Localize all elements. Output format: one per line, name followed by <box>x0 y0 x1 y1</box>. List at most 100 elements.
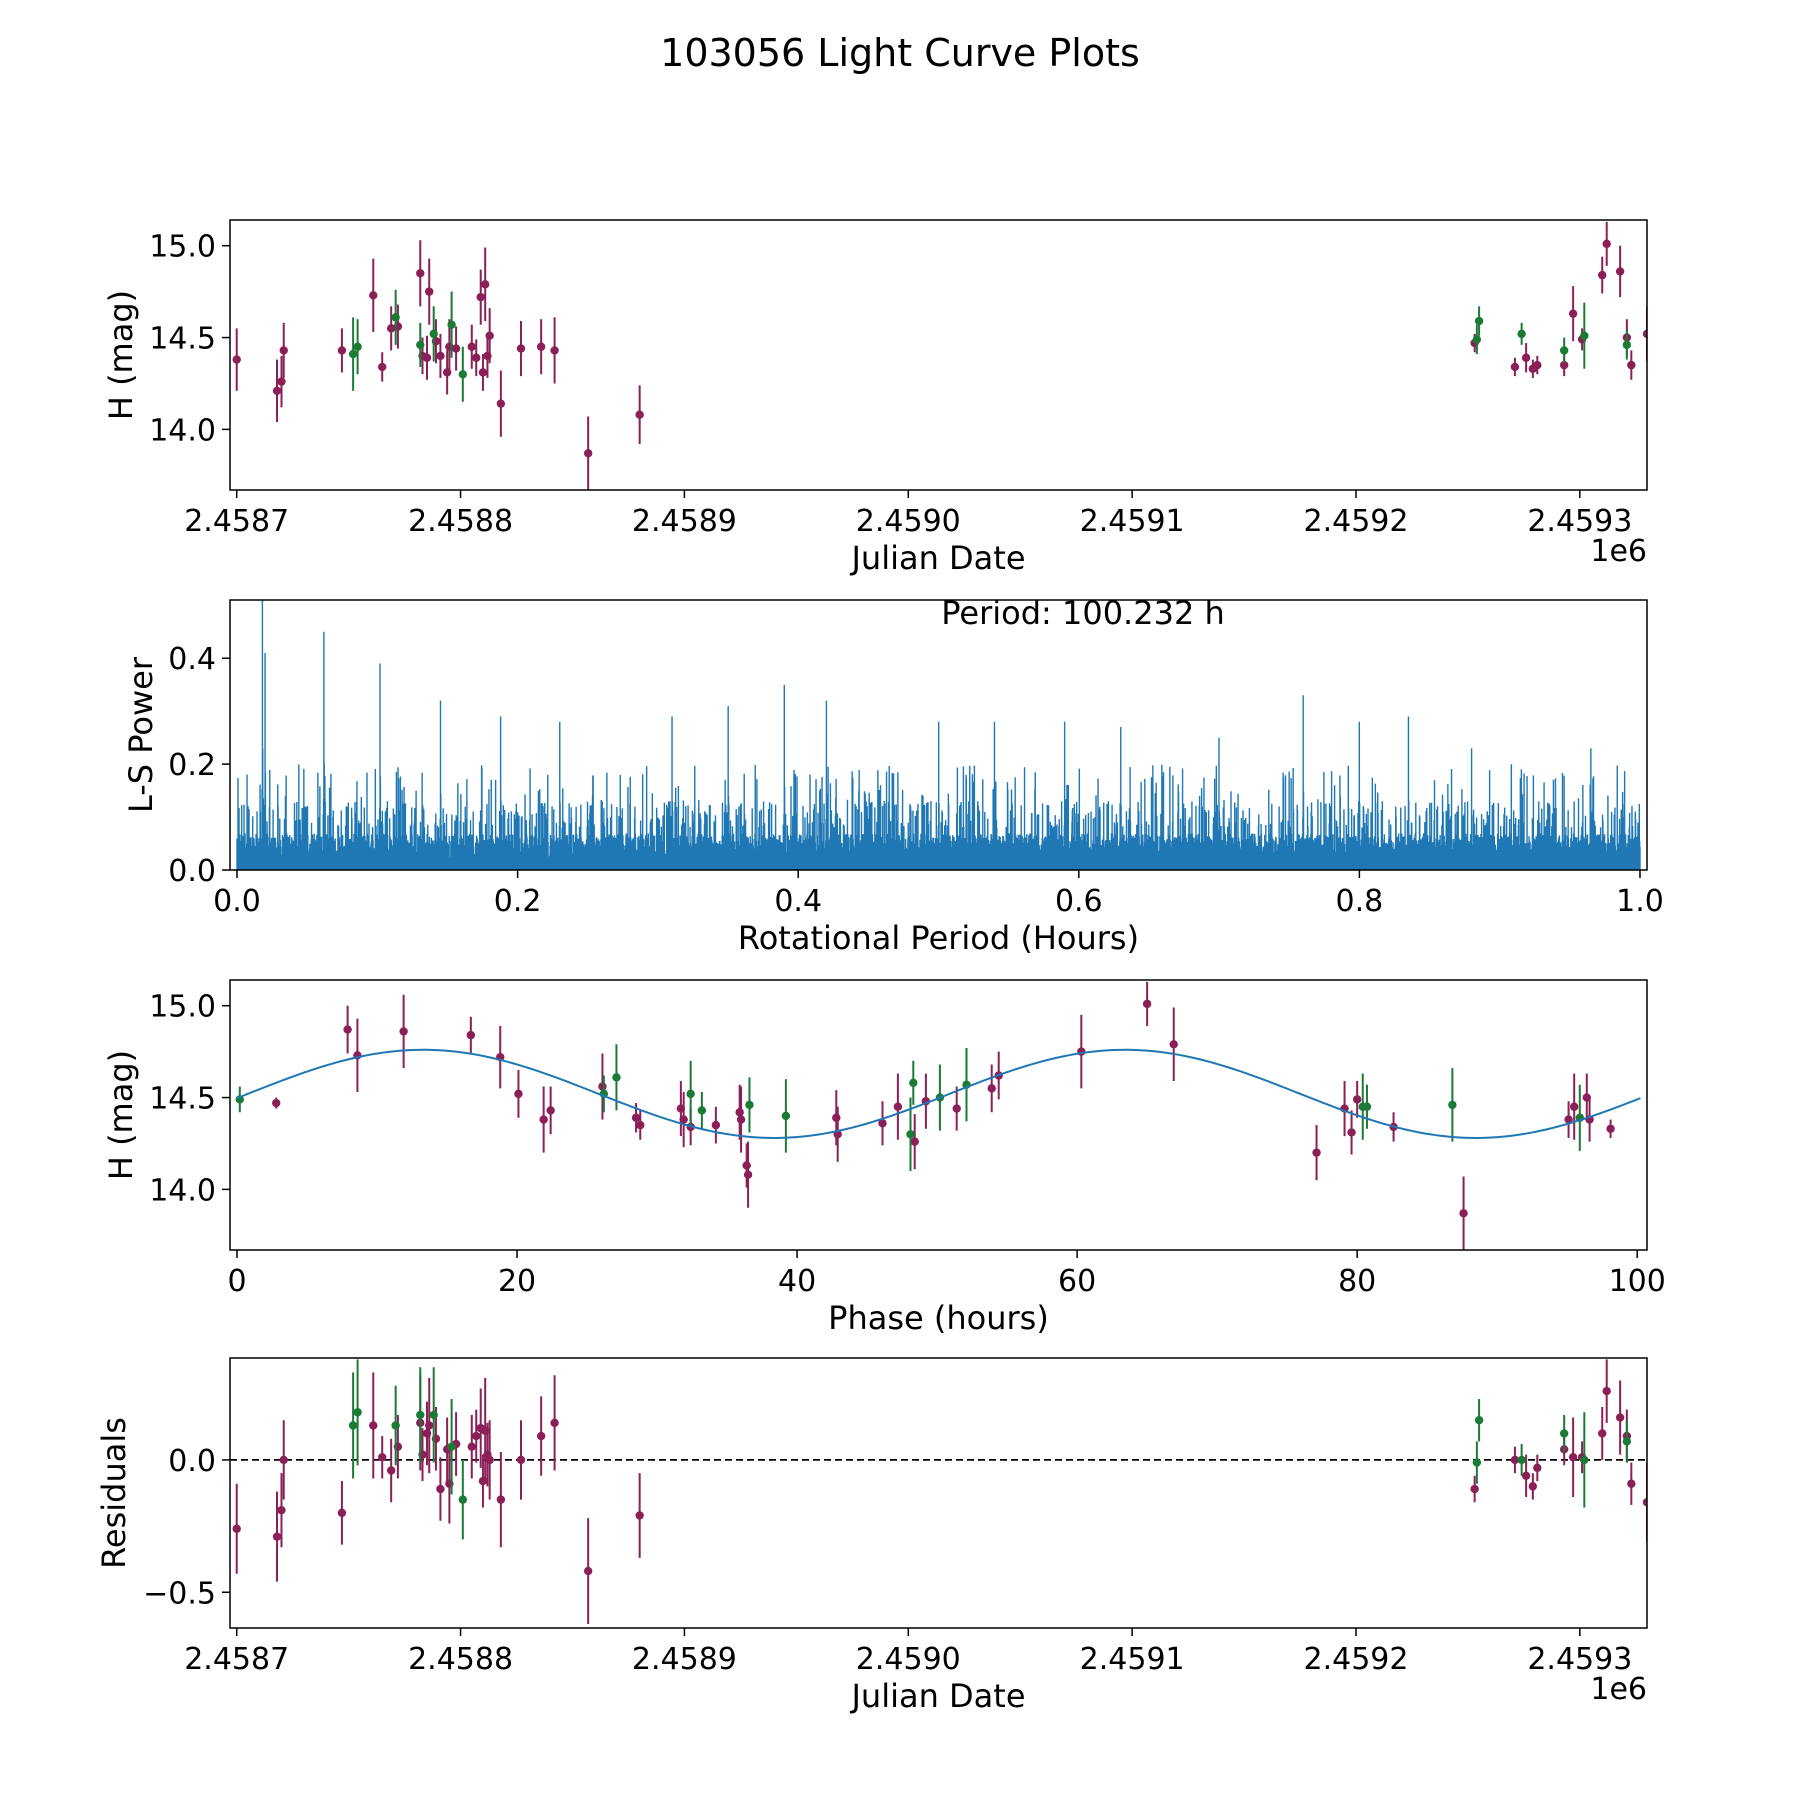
data-point <box>391 313 400 322</box>
data-point <box>583 449 593 458</box>
data-point <box>337 346 347 355</box>
data-point <box>422 353 432 362</box>
data-point <box>425 1421 434 1430</box>
plot-frame <box>229 219 1648 491</box>
x-axis-label: Julian Date <box>849 1677 1025 1715</box>
data-point <box>635 1511 644 1520</box>
data-point <box>536 1431 546 1441</box>
data-point <box>1347 1128 1356 1137</box>
x-tick-label: 2.4591 <box>1080 504 1185 539</box>
data-point <box>451 344 461 353</box>
data-point <box>386 1466 396 1475</box>
data-point <box>416 340 425 350</box>
data-point <box>1580 1455 1589 1465</box>
data-point <box>391 1421 400 1430</box>
data-point <box>1602 239 1611 249</box>
data-point <box>1598 270 1607 280</box>
data-point <box>550 1418 559 1428</box>
x-axis-label: Phase (hours) <box>828 1299 1049 1337</box>
plot-area <box>230 1359 1647 1625</box>
data-point <box>1474 316 1484 326</box>
y-tick-label: 0.0 <box>168 1444 216 1479</box>
data-point <box>1459 1209 1468 1218</box>
data-point <box>1528 1482 1538 1491</box>
data-point <box>536 342 546 351</box>
x-offset-label: 1e6 <box>1590 534 1647 569</box>
x-tick-label: 100 <box>1609 1264 1666 1299</box>
data-point <box>353 342 362 351</box>
data-point <box>743 1170 753 1179</box>
data-point <box>436 1484 445 1494</box>
x-axis-label: Rotational Period (Hours) <box>738 919 1139 957</box>
y-tick-label: 15.0 <box>149 230 216 265</box>
data-point <box>878 1119 887 1128</box>
data-point <box>516 344 526 353</box>
plot-frame <box>229 979 1648 1251</box>
data-point <box>539 1115 548 1124</box>
data-point <box>436 351 445 361</box>
periodogram-line <box>236 600 1641 870</box>
data-point <box>386 324 396 333</box>
data-point <box>1472 335 1482 344</box>
data-point <box>679 1115 688 1124</box>
data-point <box>1510 362 1520 372</box>
x-tick-label: 2.4588 <box>408 504 513 539</box>
x-tick-label: 2.4587 <box>184 504 289 539</box>
x-tick-label: 2.4593 <box>1527 504 1632 539</box>
data-point <box>1474 1416 1484 1425</box>
y-tick-label: 0.0 <box>168 854 216 889</box>
data-point <box>636 1120 645 1130</box>
data-point <box>399 1027 408 1036</box>
y-tick-label: 14.5 <box>149 1082 216 1117</box>
data-point <box>277 1506 286 1515</box>
x-tick-label: 80 <box>1338 1264 1376 1299</box>
data-point <box>1510 1455 1520 1465</box>
series-o <box>272 981 1615 1250</box>
data-point <box>472 1431 481 1441</box>
y-axis-label: L-S Power <box>122 656 160 813</box>
y-axis-label: H (mag) <box>102 290 140 420</box>
x-tick-label: 2.4587 <box>184 1642 289 1677</box>
data-point <box>472 353 481 362</box>
data-point <box>1622 1437 1632 1446</box>
data-point <box>378 1453 387 1462</box>
data-point <box>893 1102 903 1111</box>
plot-area <box>235 981 1641 1250</box>
data-point <box>1521 1471 1531 1480</box>
data-point <box>1627 1479 1636 1488</box>
x-tick-label: 40 <box>778 1264 816 1299</box>
data-point <box>612 1073 621 1082</box>
x-tick-label: 2.4588 <box>408 1642 513 1677</box>
data-point <box>1470 1484 1479 1494</box>
periodogram-panel: Period: 100.232 h0.0 0.2 0.4 0.6 0.8 1.00.00.… <box>122 594 1664 957</box>
data-point <box>447 1442 456 1451</box>
data-point <box>1642 329 1647 339</box>
data-point <box>467 342 476 351</box>
data-point <box>516 1455 526 1465</box>
data-point <box>1627 360 1636 370</box>
data-point <box>1521 353 1531 362</box>
data-point <box>425 287 434 296</box>
plot-frame <box>229 1357 1648 1629</box>
data-point <box>745 1100 754 1110</box>
data-point <box>1362 1102 1372 1111</box>
data-point <box>514 1089 523 1099</box>
y-tick-label: 14.5 <box>149 322 216 357</box>
x-tick-label: 2.4589 <box>632 1642 737 1677</box>
y-tick-label: 0.2 <box>168 748 216 783</box>
data-point <box>1472 1458 1482 1467</box>
data-point <box>735 1108 744 1117</box>
series-o <box>232 1359 1647 1625</box>
x-offset-label: 1e6 <box>1590 1672 1647 1707</box>
data-point <box>736 1115 746 1124</box>
data-point <box>686 1089 695 1099</box>
data-point <box>369 291 378 300</box>
model-curve <box>236 1048 1641 1139</box>
x-tick-label: 0.6 <box>1055 884 1103 919</box>
data-point <box>279 1455 288 1465</box>
y-tick-label: 14.0 <box>149 413 216 448</box>
data-point <box>1568 309 1578 318</box>
plot-frame <box>229 599 1648 871</box>
residuals-panel: 2.4587 2.4588 2.4589 2.4590 2.4591 2.4592 2.45… <box>95 1357 1648 1715</box>
data-point <box>429 329 438 339</box>
